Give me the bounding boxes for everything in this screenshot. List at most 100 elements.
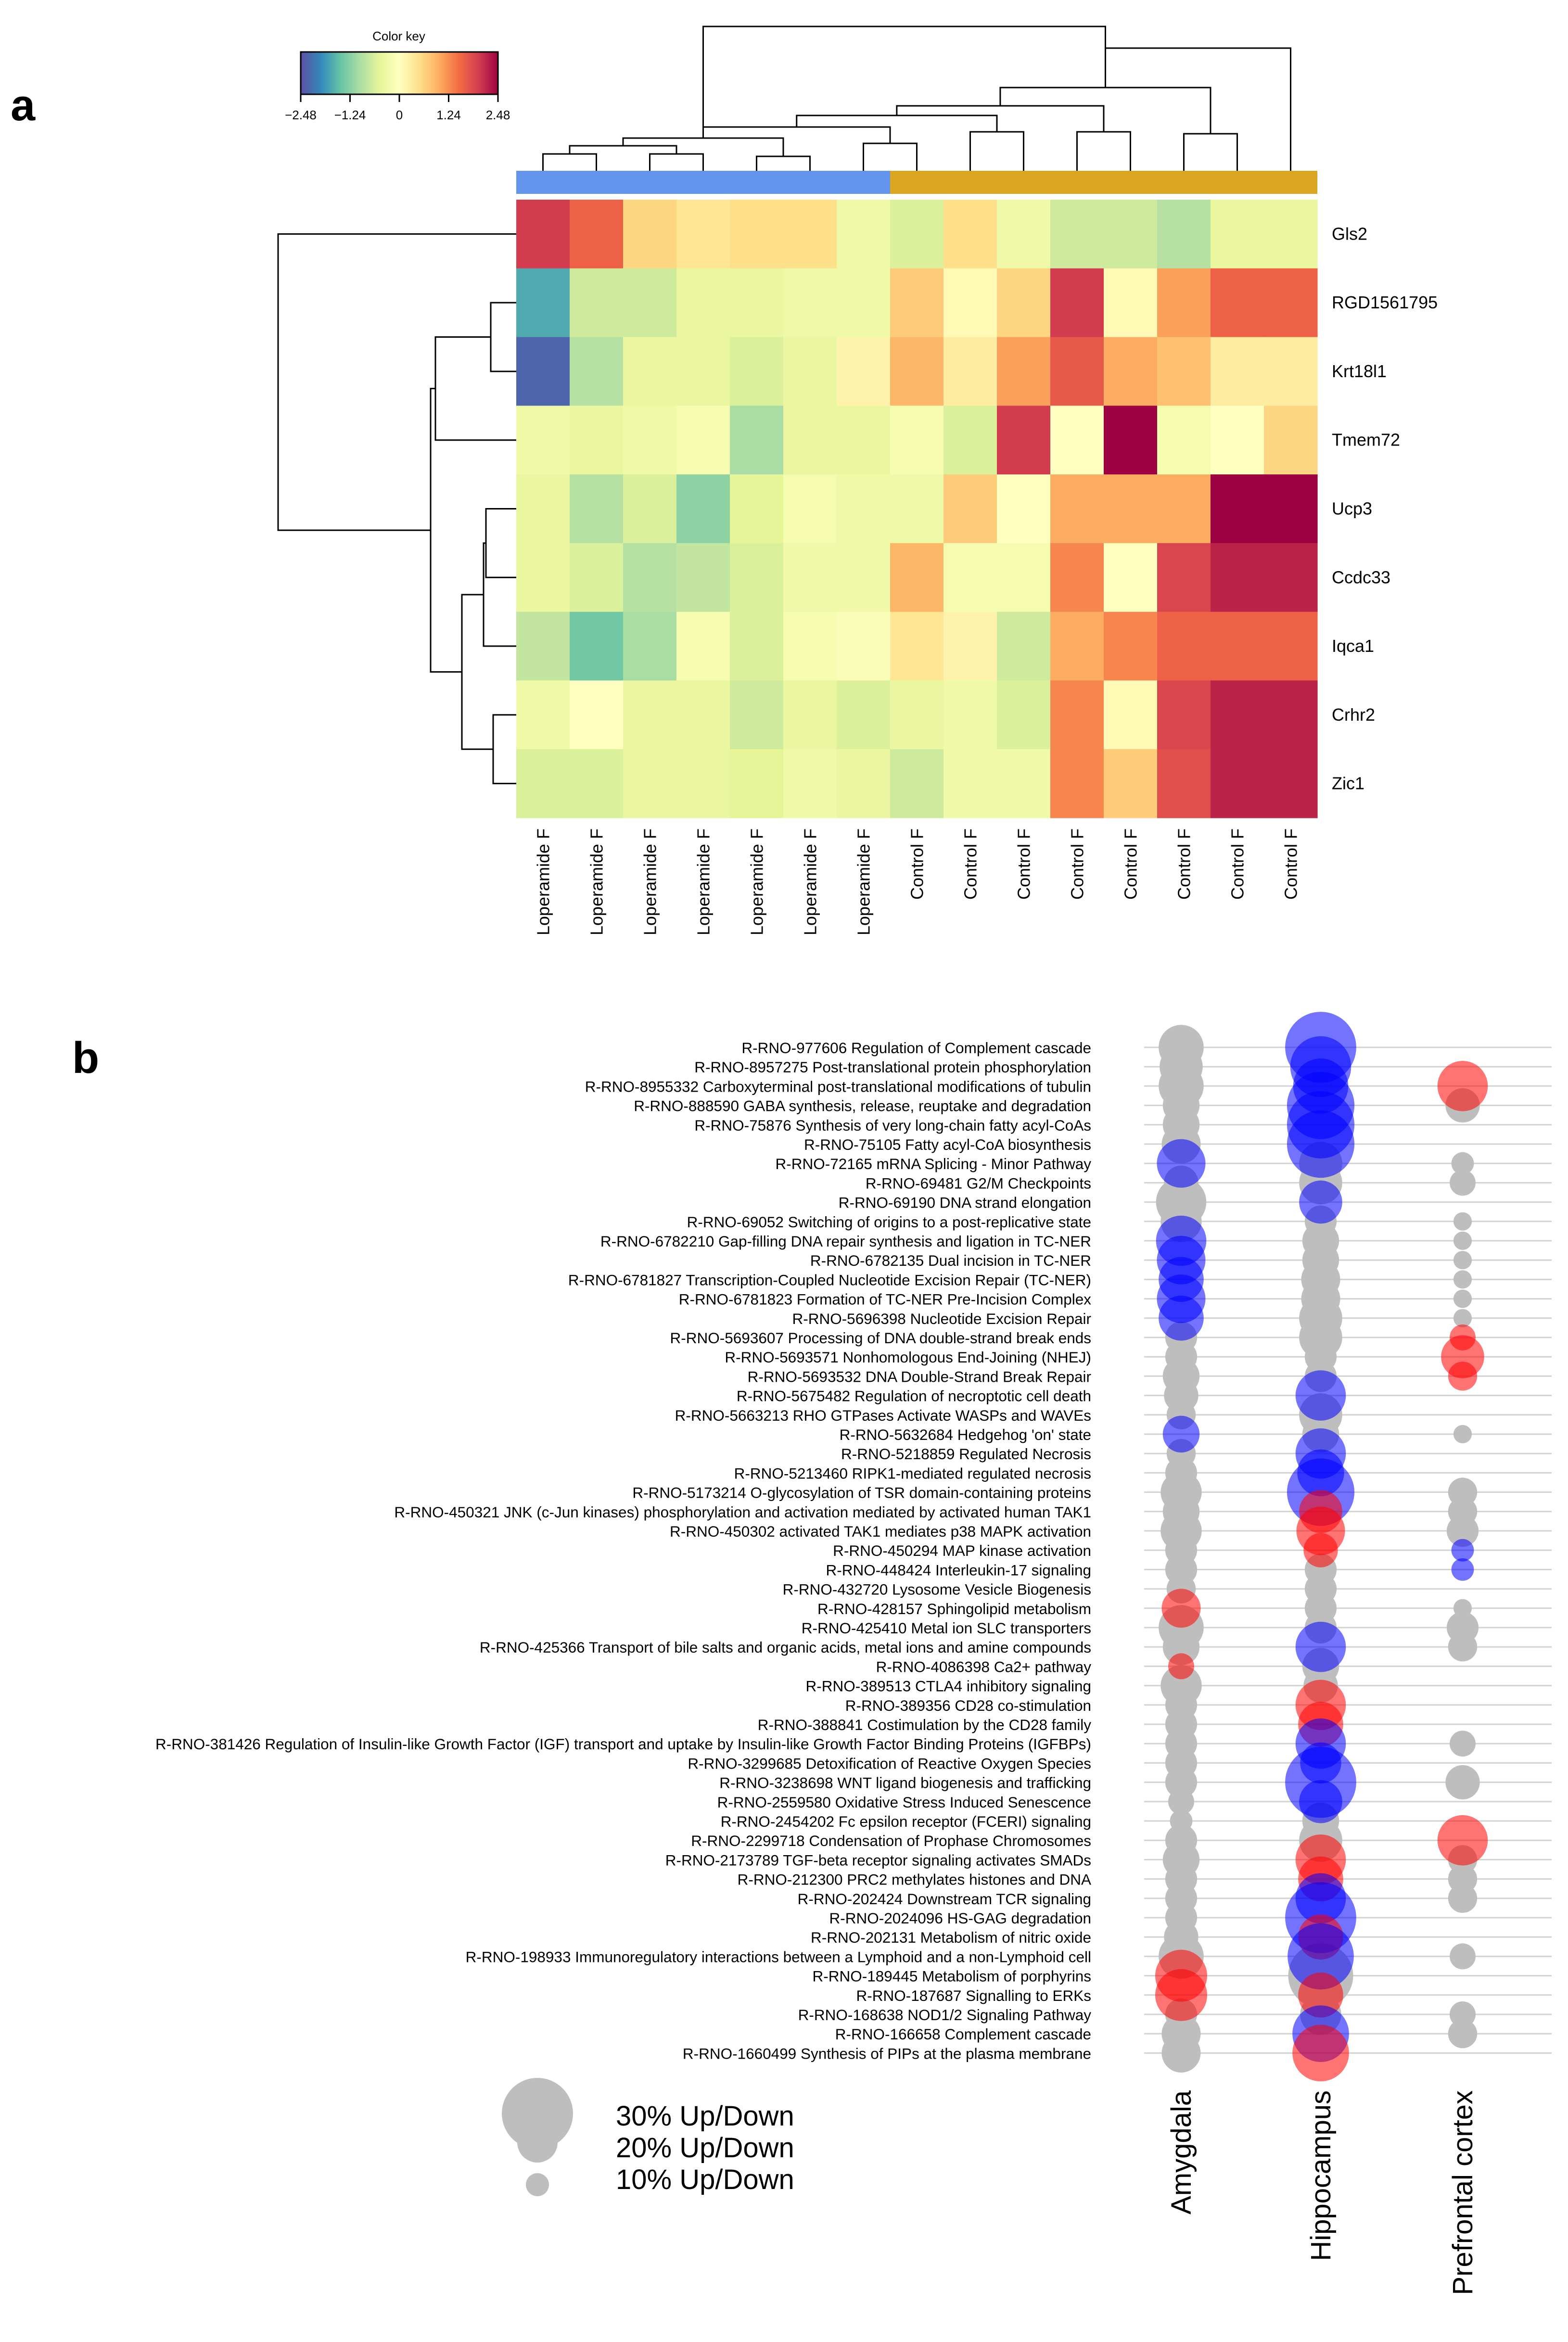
bubble-point: [1295, 1370, 1346, 1421]
bubble-point: [1448, 2019, 1478, 2049]
pathway-labels: R-RNO-977606 Regulation of Complement ca…: [155, 1039, 1091, 2062]
heatmap-cell: [676, 406, 730, 475]
pathway-label: R-RNO-425366 Transport of bile salts and…: [480, 1639, 1091, 1656]
bubble-point: [1298, 1973, 1343, 2018]
column-dendrogram: [542, 25, 1291, 171]
heatmap-cell: [837, 749, 891, 818]
heatmap-cell: [1104, 680, 1158, 750]
heatmap-row-labels: Gls2 RGD1561795 Krt18l1 Tmem72 Ucp3 Ccdc33 Iqc…: [1332, 224, 1438, 793]
heatmap-cell: [1211, 611, 1264, 681]
pathway-label: R-RNO-388841 Costimulation by the CD28 f…: [758, 1716, 1092, 1733]
heatmap-cell: [837, 337, 891, 406]
heatmap-cell: [1050, 200, 1104, 269]
heatmap-cell: [623, 611, 677, 681]
row-dendrogram-branch: [277, 233, 516, 531]
pathway-label: R-RNO-75105 Fatty acyl-CoA biosynthesis: [804, 1136, 1091, 1153]
heatmap-cell: [1157, 268, 1211, 338]
heatmap-row-label: Ccdc33: [1332, 567, 1390, 587]
pathway-label: R-RNO-5213460 RIPK1-mediated regulated n…: [734, 1464, 1091, 1482]
heatmap-cell: [730, 611, 784, 681]
heatmap-row-label: RGD1561795: [1332, 293, 1438, 312]
heatmap-cell: [1264, 749, 1318, 818]
heatmap-cell: [570, 680, 624, 750]
bubble-point: [1303, 1533, 1338, 1567]
heatmap-cell: [1264, 680, 1318, 750]
heatmap-cell: [1264, 406, 1318, 475]
heatmap-column-label: Loperamide F: [587, 828, 607, 935]
heatmap-cell: [943, 406, 997, 475]
row-dendrogram-branch: [483, 542, 516, 647]
heatmap-cell: [730, 406, 784, 475]
heatmap-cell: [943, 200, 997, 269]
region-label: Hippocampus: [1305, 2090, 1337, 2261]
heatmap-cell: [1264, 543, 1318, 612]
row-dendrogram-branch: [485, 508, 516, 578]
size-legend-label-20: 20% Up/Down: [616, 2132, 794, 2164]
heatmap-cell: [943, 543, 997, 612]
pathway-label: R-RNO-450321 JNK (c-Jun kinases) phospho…: [394, 1503, 1091, 1521]
heatmap-cell: [623, 543, 677, 612]
pathway-label: R-RNO-3299685 Detoxification of Reactive…: [688, 1755, 1091, 1772]
pathway-label: R-RNO-389513 CTLA4 inhibitory signaling: [805, 1678, 1091, 1695]
pathway-label: R-RNO-432720 Lysosome Vesicle Biogenesis: [783, 1581, 1091, 1598]
color-key-bar: [300, 51, 499, 95]
heatmap-cell: [516, 406, 570, 475]
pathway-label: R-RNO-75876 Synthesis of very long-chain…: [694, 1117, 1091, 1134]
pathway-label: R-RNO-5675482 Regulation of necroptotic …: [737, 1387, 1091, 1405]
column-dendrogram-branch: [1104, 47, 1291, 171]
heatmap-column-label: Control F: [1228, 828, 1248, 900]
bubble-point: [1453, 1231, 1472, 1250]
heatmap-column-label: Control F: [1014, 828, 1034, 900]
heatmap-cell: [943, 268, 997, 338]
pathway-label: R-RNO-2559580 Oxidative Stress Induced S…: [717, 1794, 1091, 1811]
pathway-label: R-RNO-198933 Immunoregulatory interactio…: [466, 1948, 1091, 1965]
column-dendrogram-branch: [542, 153, 597, 171]
bubble-point: [1451, 1539, 1474, 1562]
heatmap-column-label: Loperamide F: [694, 828, 714, 935]
pathway-label: R-RNO-166658 Complement cascade: [835, 2025, 1091, 2043]
pathway-label: R-RNO-389356 CD28 co-stimulation: [845, 1697, 1091, 1714]
heatmap-cell: [623, 268, 677, 338]
heatmap-cell: [890, 474, 944, 544]
heatmap-cell: [1157, 474, 1211, 544]
heatmap-cell: [623, 749, 677, 818]
pathway-label: R-RNO-202424 Downstream TCR signaling: [798, 1890, 1091, 1908]
bubble-point: [1450, 1943, 1476, 1970]
panel-a: a Color key −2.48 −1.24 0 1.24 2.48 Gls2 RGD1…: [11, 25, 1438, 935]
bubble-point: [1168, 1788, 1194, 1815]
bubble-point: [1451, 1152, 1474, 1175]
pathway-label: R-RNO-2024096 HS-GAG degradation: [829, 1909, 1091, 1927]
heatmap-cell: [1211, 200, 1264, 269]
heatmap-cell: [570, 268, 624, 338]
heatmap-cell: [890, 680, 944, 750]
bubble-point: [1448, 1884, 1478, 1913]
heatmap-cell: [837, 268, 891, 338]
pathway-label: R-RNO-2299718 Condensation of Prophase C…: [691, 1832, 1091, 1849]
bubble-point: [1165, 1766, 1198, 1798]
heatmap-cell: [1104, 268, 1158, 338]
pathway-label: R-RNO-69190 DNA strand elongation: [839, 1194, 1091, 1211]
heatmap-cell: [676, 611, 730, 681]
heatmap-cell: [997, 200, 1051, 269]
heatmap-cell: [1050, 680, 1104, 750]
size-legend: 30% Up/Down 20% Up/Down 10% Up/Down: [502, 2078, 794, 2196]
heatmap-column-label: Control F: [1174, 828, 1194, 900]
heatmap-column-label: Loperamide F: [534, 828, 553, 935]
heatmap-cell: [997, 611, 1051, 681]
heatmap-cell: [890, 337, 944, 406]
bubble-point: [1155, 1969, 1207, 2021]
panel-b-label: b: [72, 1033, 99, 1082]
heatmap-cell: [943, 749, 997, 818]
pathway-label: R-RNO-5218859 Regulated Necrosis: [841, 1445, 1091, 1463]
pathway-label: R-RNO-6781827 Transcription-Coupled Nucl…: [568, 1271, 1091, 1288]
pathway-label: R-RNO-5693571 Nonhomologous End-Joining …: [725, 1349, 1091, 1366]
heatmap-cell: [837, 680, 891, 750]
heatmap-cell: [1050, 543, 1104, 612]
heatmap-cell: [1104, 474, 1158, 544]
bubble-point: [1437, 1815, 1488, 1866]
size-legend-circle-30: [502, 2078, 573, 2149]
heatmap-cell: [1211, 337, 1264, 406]
row-dendrogram-branch: [461, 594, 493, 750]
column-dendrogram-branch: [569, 145, 677, 154]
pathway-label: R-RNO-2173789 TGF-beta receptor signalin…: [665, 1851, 1091, 1869]
